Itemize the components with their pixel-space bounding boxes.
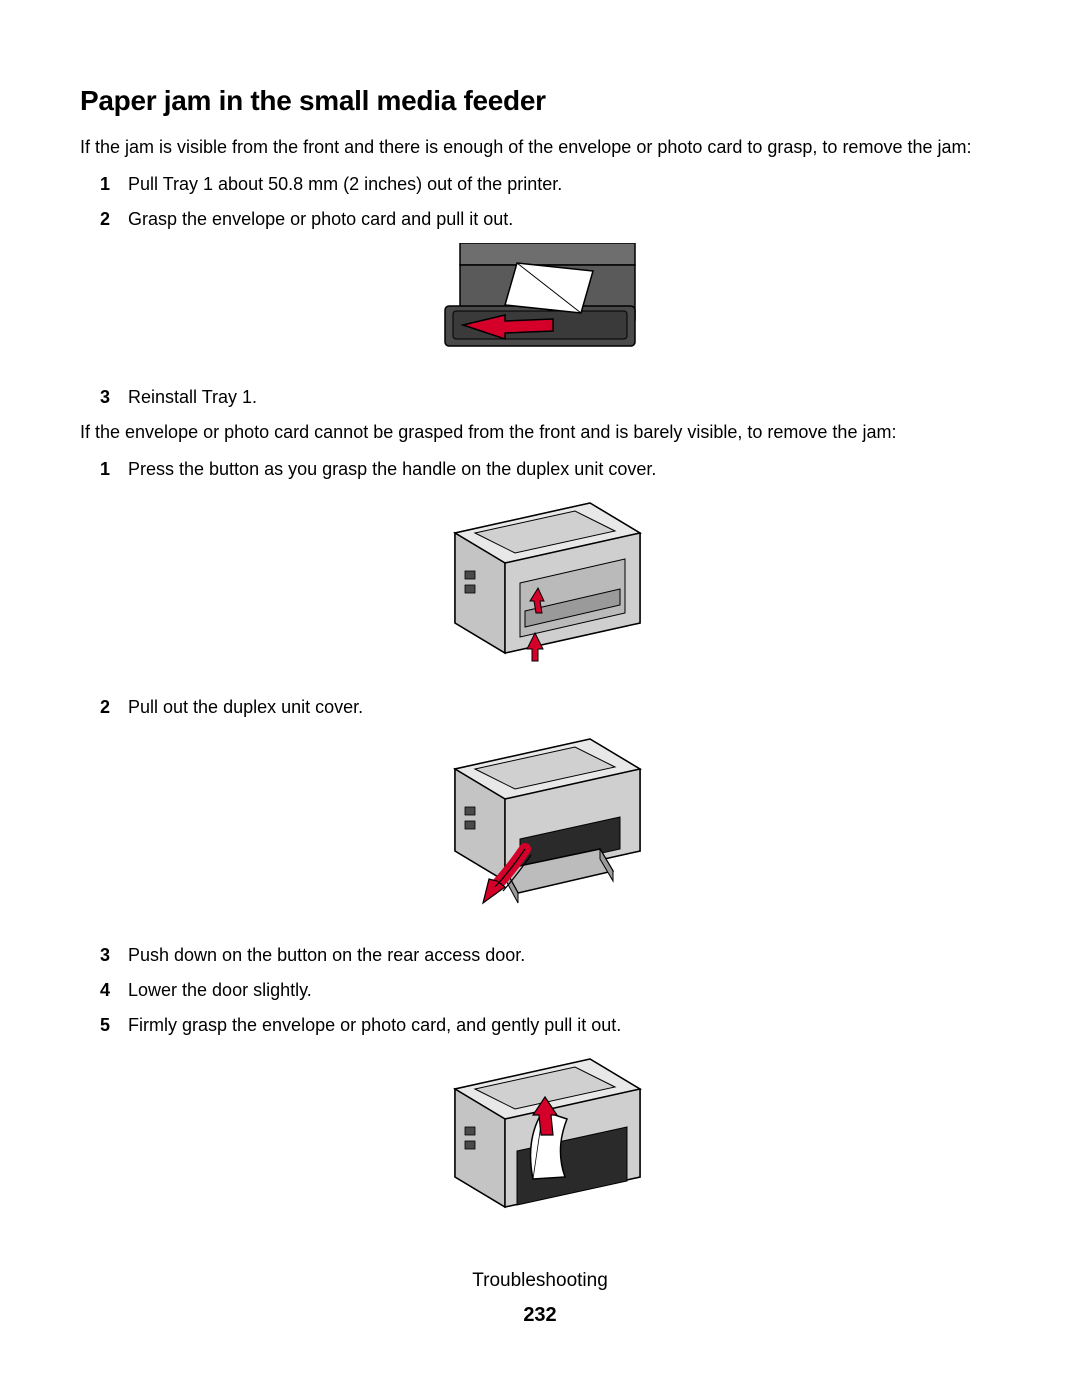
step-text: Reinstall Tray 1. xyxy=(128,384,257,411)
intro-paragraph-2: If the envelope or photo card cannot be … xyxy=(80,419,1000,446)
step-item: 2 Pull out the duplex unit cover. xyxy=(100,694,1000,721)
step-item: 3 Reinstall Tray 1. xyxy=(100,384,1000,411)
step-item: 1 Press the button as you grasp the handl… xyxy=(100,456,1000,483)
step-item: 1 Pull Tray 1 about 50.8 mm (2 inches) ou… xyxy=(100,171,1000,198)
footer-page-number: 232 xyxy=(80,1300,1000,1330)
steps-list-b: 1 Press the button as you grasp the handl… xyxy=(80,456,1000,483)
step-item: 4 Lower the door slightly. xyxy=(100,977,1000,1004)
step-number: 2 xyxy=(100,206,120,233)
step-item: 3 Push down on the button on the rear acc… xyxy=(100,942,1000,969)
step-item: 2 Grasp the envelope or photo card and pu… xyxy=(100,206,1000,233)
intro-paragraph-1: If the jam is visible from the front and… xyxy=(80,134,1000,161)
steps-list-b2: 2 Pull out the duplex unit cover. xyxy=(80,694,1000,721)
step-item: 5 Firmly grasp the envelope or photo card… xyxy=(100,1012,1000,1039)
steps-list-a: 1 Pull Tray 1 about 50.8 mm (2 inches) ou… xyxy=(80,171,1000,233)
figure-4-pull-paper xyxy=(80,1049,1000,1227)
figure-1-front-tray xyxy=(80,243,1000,366)
step-number: 3 xyxy=(100,942,120,969)
figure-2-duplex-arrows xyxy=(80,493,1000,676)
step-number: 5 xyxy=(100,1012,120,1039)
section-title: Paper jam in the small media feeder xyxy=(80,80,1000,122)
page-footer: Troubleshooting 232 xyxy=(80,1267,1000,1330)
step-number: 2 xyxy=(100,694,120,721)
step-number: 1 xyxy=(100,456,120,483)
steps-list-b3: 3 Push down on the button on the rear acc… xyxy=(80,942,1000,1039)
steps-list-a2: 3 Reinstall Tray 1. xyxy=(80,384,1000,411)
footer-chapter: Troubleshooting xyxy=(80,1267,1000,1296)
figure-3-duplex-pullout xyxy=(80,731,1000,924)
step-number: 3 xyxy=(100,384,120,411)
step-text: Grasp the envelope or photo card and pul… xyxy=(128,206,513,233)
step-text: Pull out the duplex unit cover. xyxy=(128,694,363,721)
step-number: 1 xyxy=(100,171,120,198)
step-number: 4 xyxy=(100,977,120,1004)
step-text: Lower the door slightly. xyxy=(128,977,312,1004)
step-text: Push down on the button on the rear acce… xyxy=(128,942,525,969)
step-text: Press the button as you grasp the handle… xyxy=(128,456,656,483)
step-text: Pull Tray 1 about 50.8 mm (2 inches) out… xyxy=(128,171,562,198)
step-text: Firmly grasp the envelope or photo card,… xyxy=(128,1012,621,1039)
